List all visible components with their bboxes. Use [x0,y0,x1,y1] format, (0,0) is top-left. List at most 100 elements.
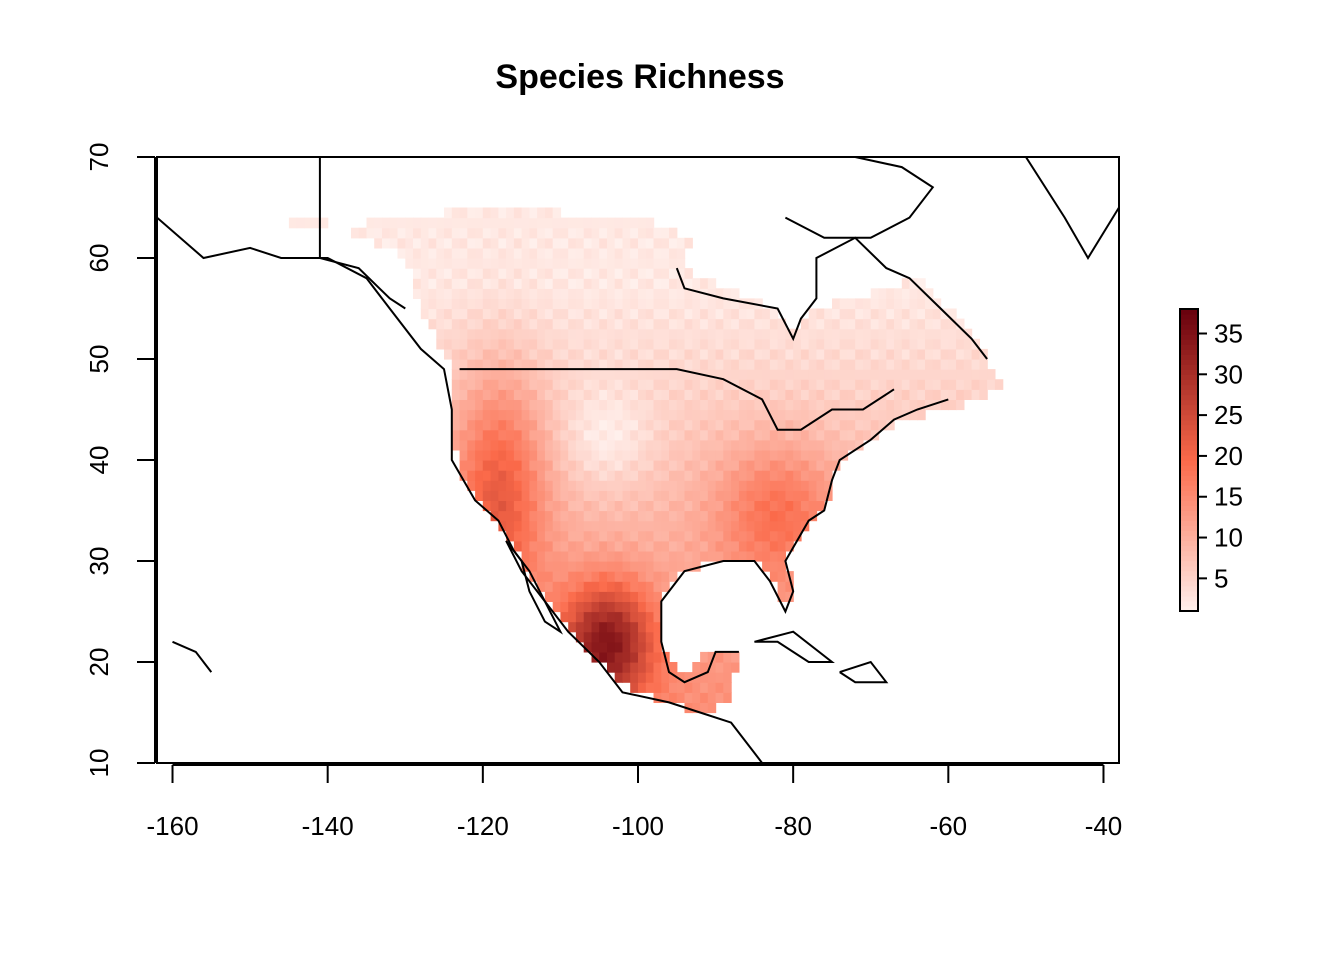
raster-cell [777,530,786,542]
legend-color-step [1180,384,1198,391]
raster-cell [754,520,763,532]
raster-cell [607,550,616,562]
raster-cell [537,470,546,481]
raster-cell [956,348,965,360]
raster-cell [638,500,647,512]
raster-cell [839,389,849,400]
raster-cell [676,258,686,269]
raster-cell [769,530,779,542]
raster-cell [490,490,499,501]
raster-cell [777,409,786,421]
raster-cell [638,550,647,562]
raster-cell [630,419,639,431]
raster-cell [537,217,546,229]
raster-cell [490,237,499,249]
raster-cell [444,308,453,320]
raster-cell [777,348,786,360]
raster-cell [940,379,949,390]
raster-cell [599,429,608,441]
raster-cell [622,611,631,623]
raster-cell [622,591,631,602]
raster-cell [800,429,810,441]
raster-cell [707,651,717,663]
raster-cell [684,298,693,310]
raster-cell [963,338,973,350]
raster-cell [552,318,562,330]
raster-cell [482,359,492,370]
raster-cell [521,379,530,390]
raster-cell [777,439,786,451]
raster-cell [785,480,794,491]
raster-cell [467,429,476,441]
raster-cell [591,237,600,249]
raster-cell [692,288,701,299]
raster-cell [614,429,624,441]
raster-cell [731,510,740,522]
raster-cell [630,490,639,501]
raster-cell [746,318,755,330]
raster-cell [894,288,903,299]
raster-cell [940,318,949,330]
raster-cell [638,672,647,683]
raster-cell [723,692,732,703]
legend-color-step [1180,309,1198,315]
raster-cell [653,470,662,481]
raster-cell [513,227,523,239]
raster-cell [700,550,709,562]
raster-cell [723,359,732,370]
raster-cell [707,338,717,350]
raster-cell [599,631,608,643]
raster-cell [459,247,468,259]
raster-cell [645,227,655,239]
raster-cell [428,288,437,299]
raster-cell [932,318,942,330]
raster-cell [490,379,499,390]
raster-cell [568,348,577,360]
raster-cell [839,379,849,390]
raster-cell [575,611,585,623]
raster-cell [529,359,538,370]
raster-cell [459,460,468,471]
raster-cell [451,268,461,279]
raster-cell [568,530,577,542]
raster-cell [521,207,530,219]
raster-cell [692,338,701,350]
legend-color-step [1180,314,1198,320]
raster-cell [692,702,701,714]
raster-cell [901,308,911,320]
raster-cell [599,268,608,279]
raster-cell [669,419,678,431]
raster-cell [382,227,391,239]
raster-cell [700,662,709,673]
raster-cell [467,247,476,259]
raster-cell [506,288,515,299]
raster-cell [575,369,585,380]
raster-cell [638,621,647,633]
raster-cell [482,338,492,350]
raster-cell [909,318,918,330]
raster-cell [467,258,476,269]
raster-cell [583,550,593,562]
raster-cell [754,510,763,522]
raster-cell [901,318,911,330]
raster-cell [537,258,546,269]
raster-cell [444,288,453,299]
raster-cell [700,500,709,512]
raster-cell [513,237,523,249]
raster-cell [544,510,554,522]
raster-cell [583,591,593,602]
raster-cell [552,540,562,552]
raster-cell [544,268,554,279]
raster-cell [607,591,616,602]
raster-cell [506,318,515,330]
raster-cell [855,389,864,400]
raster-cell [917,298,926,310]
raster-cell [537,389,546,400]
raster-cell [614,520,624,532]
raster-cell [700,651,709,663]
raster-cell [389,217,399,229]
raster-cell [816,308,825,320]
raster-cell [552,561,562,572]
raster-cell [684,692,693,703]
